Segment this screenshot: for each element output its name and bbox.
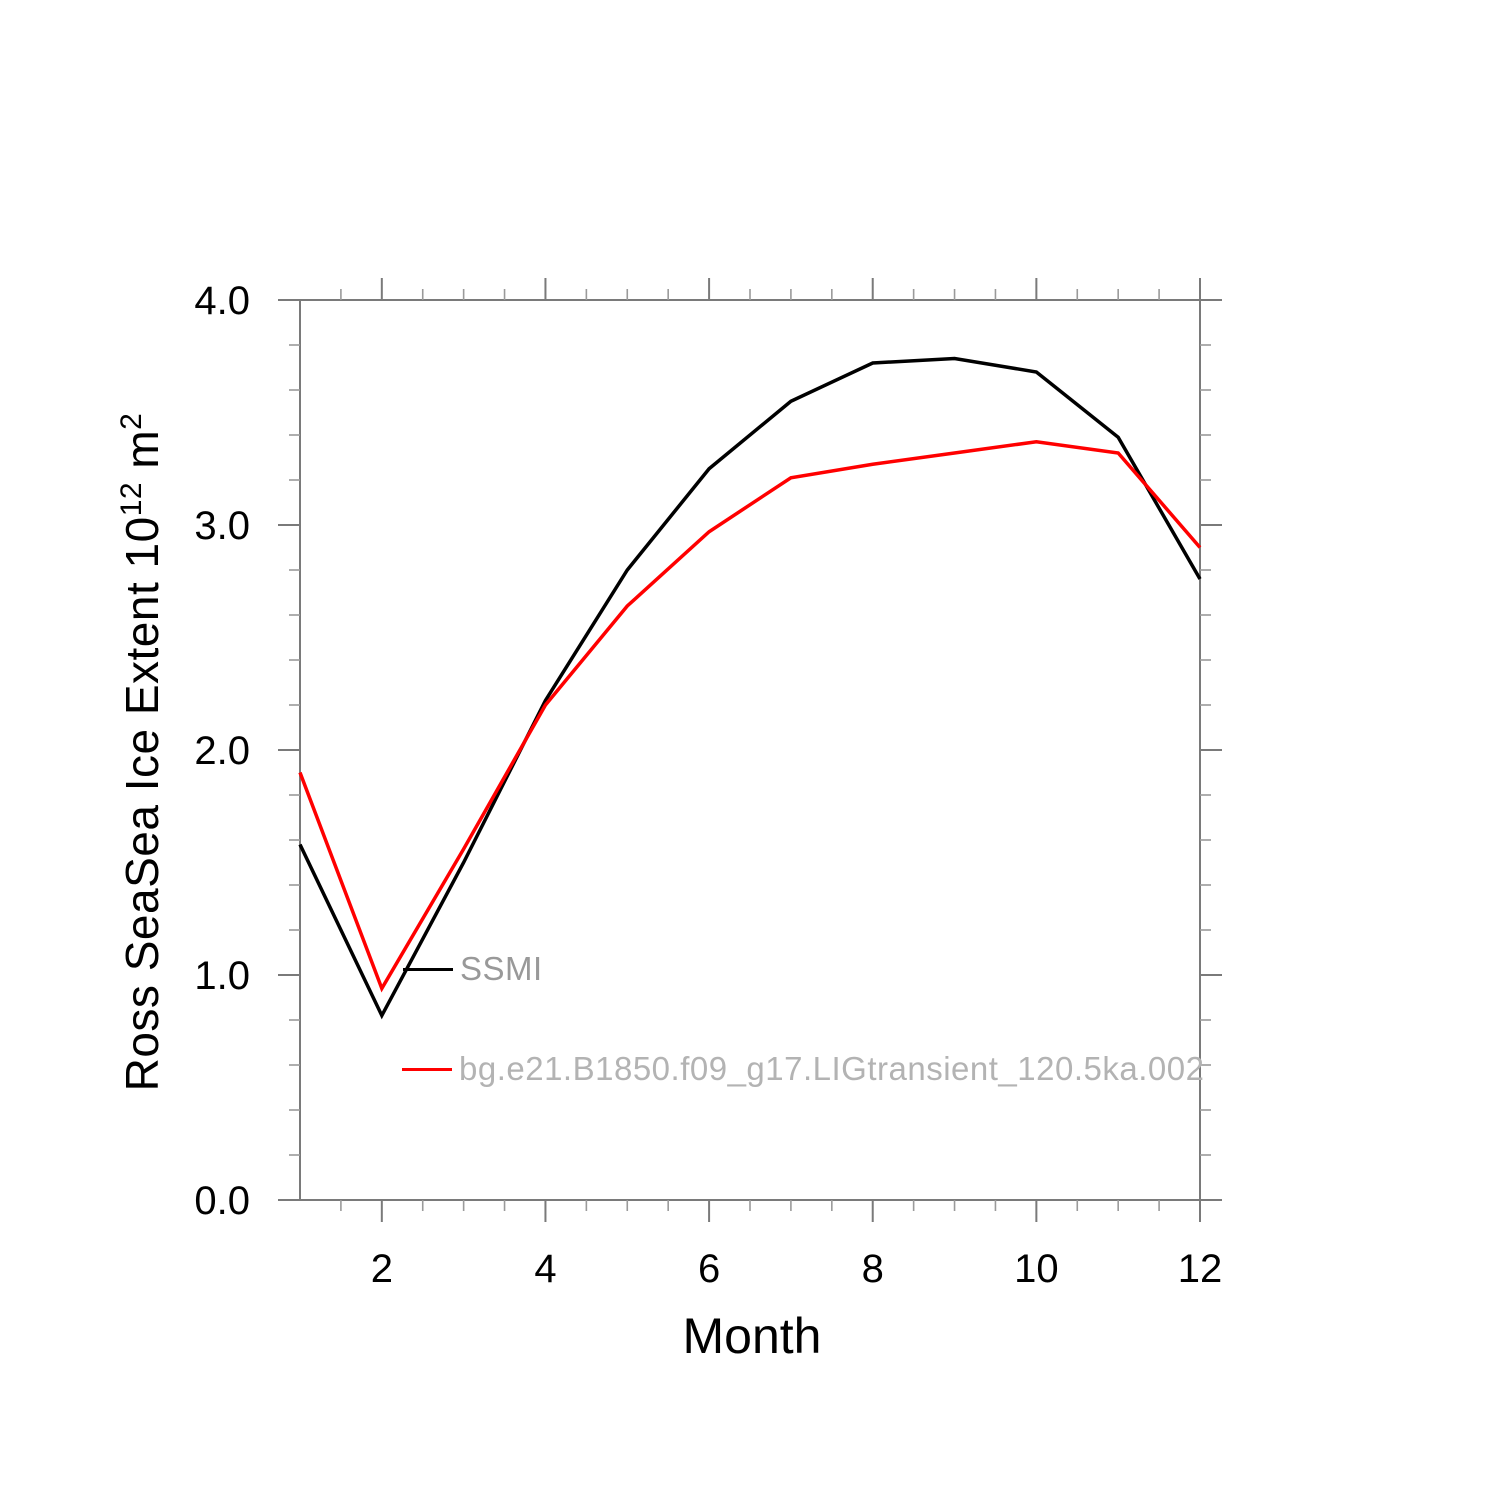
y-tick-label: 4.0 [194,279,250,323]
x-tick-label: 10 [1014,1247,1059,1291]
y-tick-label: 1.0 [194,954,250,998]
legend-label-ssmi: SSMI [460,950,543,987]
y-tick-label: 2.0 [194,729,250,773]
legend-entry-model: bg.e21.B1850.f09_g17.LIGtransient_120.5k… [402,1050,1205,1087]
x-tick-label: 2 [371,1247,393,1291]
x-tick-label: 8 [862,1247,884,1291]
series-line-ssmi [298,356,1202,1020]
x-tick-label: 6 [698,1247,720,1291]
x-tick-label: 4 [534,1247,556,1291]
x-tick-label: 12 [1178,1247,1223,1291]
legend-label-model: bg.e21.B1850.f09_g17.LIGtransient_120.5k… [459,1050,1205,1087]
y-tick-label: 3.0 [194,504,250,548]
legend-line-swatch-model [402,1067,452,1071]
y-axis-title-text: Ross SeaSea Ice Extent 10 [116,516,168,1092]
y-axis-title-text: m [116,429,168,482]
y-axis-title: Ross SeaSea Ice Extent 1012 m2 [115,413,169,1092]
y-tick-label: 0.0 [194,1179,250,1223]
x-axis-title: Month [682,1308,822,1364]
legend-entry-ssmi: SSMI [403,950,543,987]
y-axis-title-superscript: 12 [115,481,148,517]
legend-line-swatch-ssmi [403,967,453,971]
y-axis-title-superscript: 2 [115,412,148,430]
series-line-model [298,439,1202,993]
